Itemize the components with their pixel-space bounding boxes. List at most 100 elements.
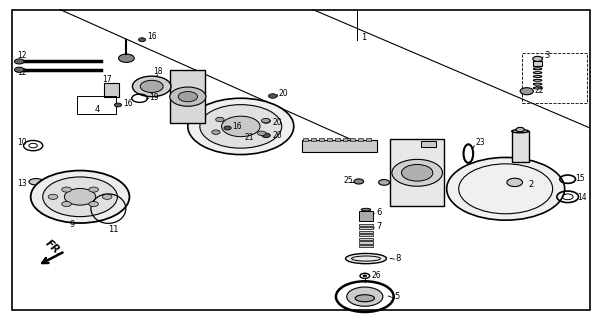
Circle shape xyxy=(48,194,58,199)
Circle shape xyxy=(102,194,112,199)
Circle shape xyxy=(402,164,433,181)
Text: 6: 6 xyxy=(376,208,382,217)
Bar xyxy=(359,245,373,247)
Circle shape xyxy=(258,131,266,136)
Text: 16: 16 xyxy=(147,32,157,41)
Text: 10: 10 xyxy=(17,138,26,147)
Text: 1: 1 xyxy=(361,33,367,42)
Circle shape xyxy=(261,118,270,123)
Text: 23: 23 xyxy=(476,138,485,147)
Circle shape xyxy=(138,38,146,42)
Bar xyxy=(359,224,373,226)
Bar xyxy=(359,234,373,236)
Circle shape xyxy=(200,105,282,148)
Bar xyxy=(302,140,377,152)
Bar xyxy=(104,83,119,97)
Ellipse shape xyxy=(361,208,371,211)
Text: 3: 3 xyxy=(544,51,550,60)
Circle shape xyxy=(178,92,197,102)
Text: 14: 14 xyxy=(577,193,586,202)
Text: 19: 19 xyxy=(149,93,159,102)
Circle shape xyxy=(447,157,565,220)
Bar xyxy=(390,139,444,206)
Bar xyxy=(359,231,373,233)
Circle shape xyxy=(43,177,117,217)
Ellipse shape xyxy=(29,179,43,185)
Text: 26: 26 xyxy=(371,271,381,280)
Circle shape xyxy=(132,76,171,97)
Bar xyxy=(77,96,116,114)
Circle shape xyxy=(119,54,134,62)
Circle shape xyxy=(61,202,71,207)
Bar xyxy=(533,61,542,66)
Bar xyxy=(522,53,587,103)
Circle shape xyxy=(392,159,442,186)
Text: 12: 12 xyxy=(17,51,26,60)
Bar xyxy=(512,131,529,162)
Bar xyxy=(327,138,332,141)
Text: 24: 24 xyxy=(391,178,401,187)
Text: 20: 20 xyxy=(272,131,282,140)
Bar xyxy=(359,227,373,229)
Text: 9: 9 xyxy=(69,220,75,228)
Circle shape xyxy=(170,87,206,106)
Circle shape xyxy=(216,117,224,122)
Bar xyxy=(170,70,205,123)
Circle shape xyxy=(347,287,383,306)
Circle shape xyxy=(363,275,367,277)
Circle shape xyxy=(14,59,24,64)
Circle shape xyxy=(14,67,24,72)
Circle shape xyxy=(31,171,129,223)
Circle shape xyxy=(188,98,294,155)
Text: 17: 17 xyxy=(102,75,112,84)
Circle shape xyxy=(64,188,96,205)
Circle shape xyxy=(262,119,270,123)
Bar xyxy=(421,141,436,147)
Bar xyxy=(319,138,324,141)
Circle shape xyxy=(224,126,231,130)
Circle shape xyxy=(507,178,523,187)
Ellipse shape xyxy=(355,295,374,302)
Text: FR.: FR. xyxy=(43,238,64,258)
Circle shape xyxy=(61,187,72,192)
Circle shape xyxy=(516,127,524,132)
Circle shape xyxy=(262,133,270,138)
Bar xyxy=(359,241,373,244)
Text: 8: 8 xyxy=(396,254,401,263)
Circle shape xyxy=(212,130,220,134)
Text: 4: 4 xyxy=(95,105,101,114)
Bar xyxy=(311,138,316,141)
Text: 15: 15 xyxy=(576,174,585,183)
Circle shape xyxy=(268,94,277,98)
Bar xyxy=(335,138,340,141)
Ellipse shape xyxy=(346,253,386,264)
Text: 20: 20 xyxy=(278,89,288,98)
Circle shape xyxy=(140,80,163,92)
Text: 13: 13 xyxy=(17,179,26,188)
Text: 25: 25 xyxy=(343,176,353,185)
Text: 7: 7 xyxy=(376,222,382,231)
Bar xyxy=(343,138,347,141)
Circle shape xyxy=(354,179,364,184)
Bar xyxy=(359,238,373,240)
Text: 21: 21 xyxy=(244,132,254,141)
Bar xyxy=(359,211,373,221)
Text: 22: 22 xyxy=(535,86,544,95)
Text: 2: 2 xyxy=(529,180,534,189)
Circle shape xyxy=(533,56,542,61)
Text: 11: 11 xyxy=(108,225,119,234)
Bar xyxy=(350,138,355,141)
Ellipse shape xyxy=(512,130,529,133)
Circle shape xyxy=(114,103,122,107)
Circle shape xyxy=(88,202,98,207)
Text: 16: 16 xyxy=(123,99,132,108)
Bar xyxy=(366,138,371,141)
Text: 20: 20 xyxy=(272,118,282,127)
Circle shape xyxy=(88,187,98,192)
Bar xyxy=(358,138,363,141)
Circle shape xyxy=(379,180,389,185)
Text: 16: 16 xyxy=(232,122,242,131)
Circle shape xyxy=(520,88,533,95)
Text: 18: 18 xyxy=(154,67,163,76)
Circle shape xyxy=(222,116,260,137)
